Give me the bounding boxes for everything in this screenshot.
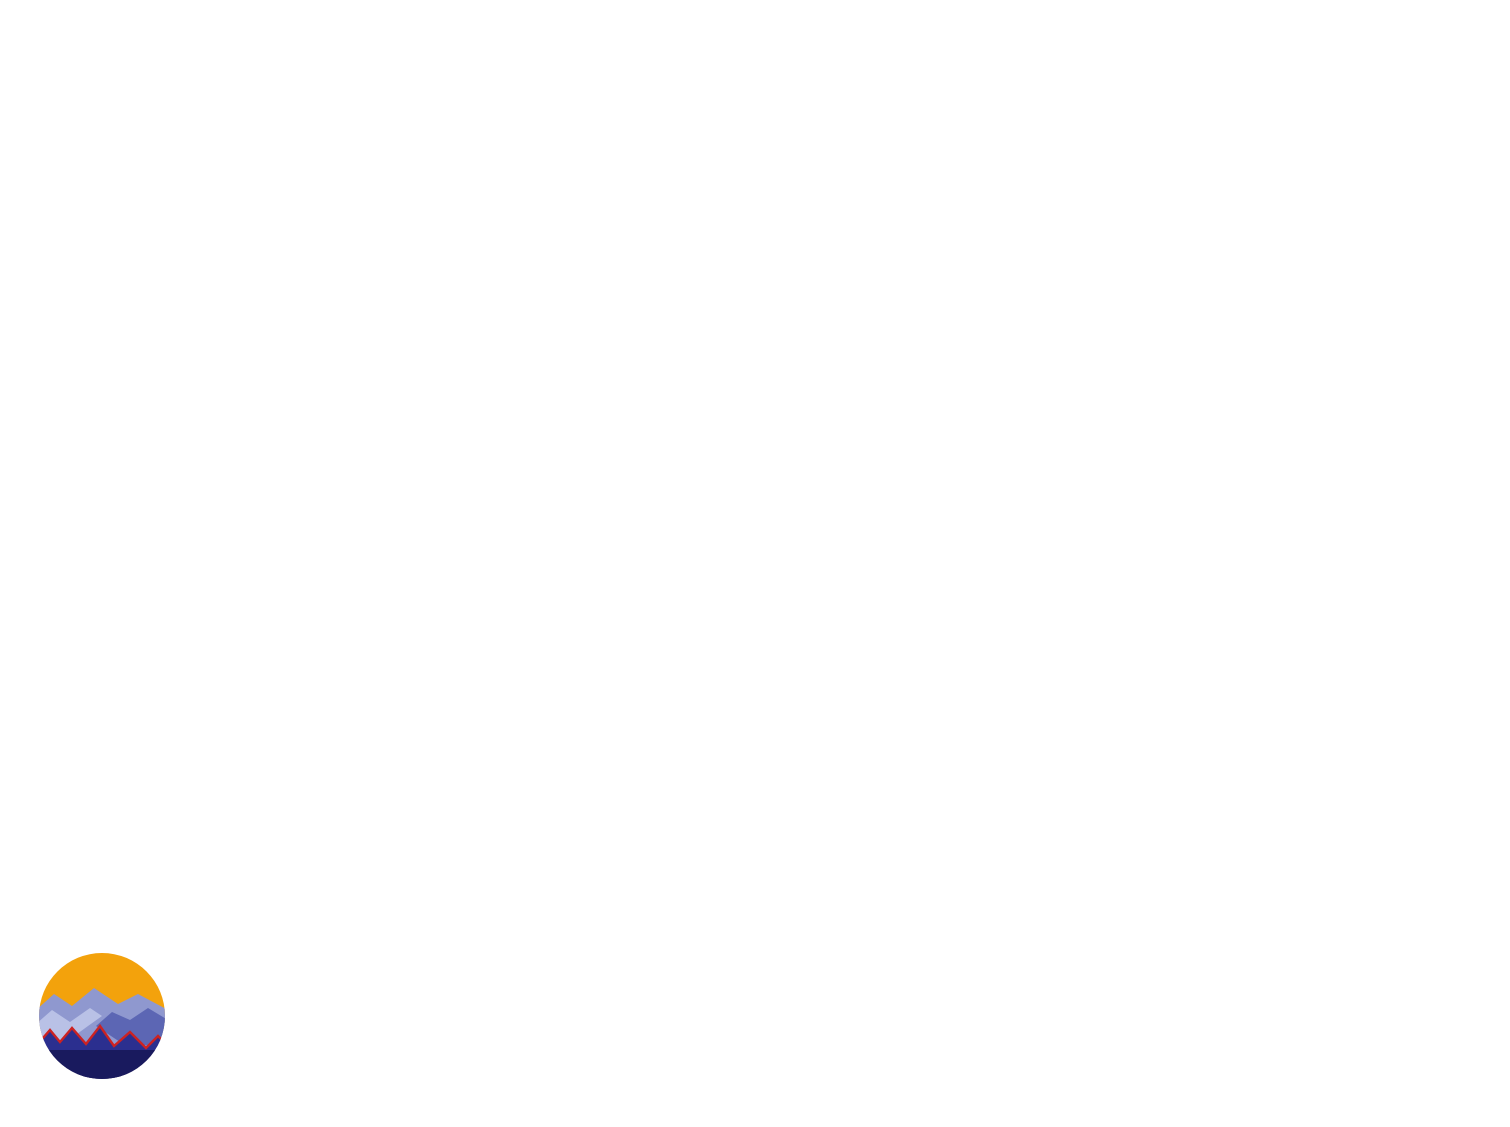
ncics-logo-graphic [39, 953, 165, 1079]
colorbar [230, 943, 838, 978]
ncics-logo [36, 950, 168, 1082]
